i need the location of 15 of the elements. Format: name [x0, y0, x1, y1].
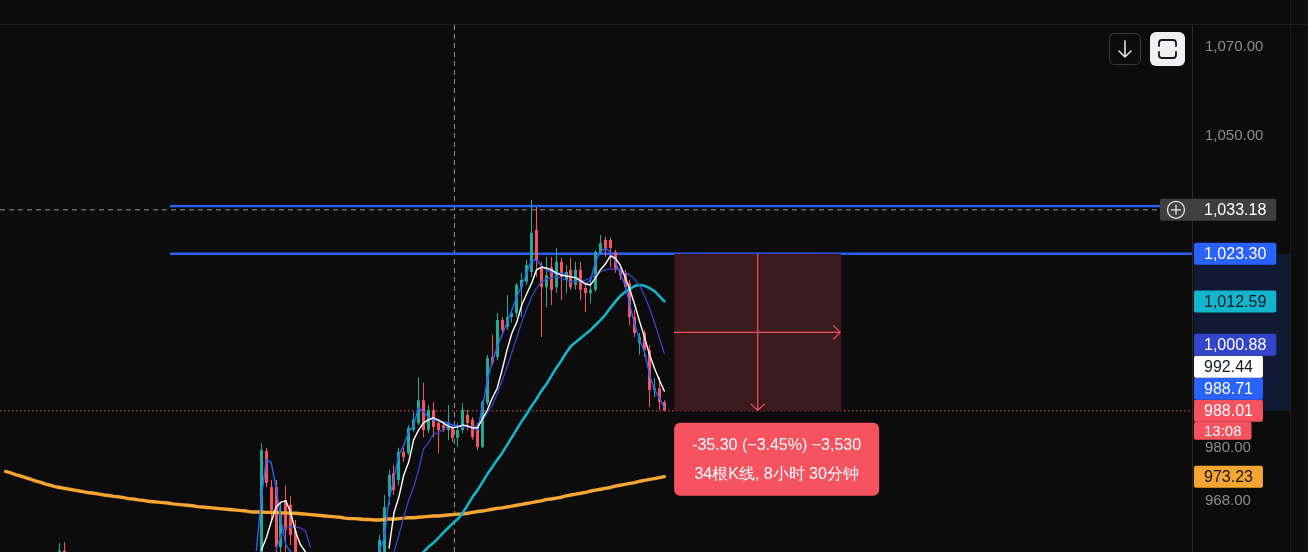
y-tick-label: 1,050.00	[1205, 126, 1264, 144]
ref-line-label: 988.01	[1204, 402, 1254, 420]
price-tag: 973.23	[1194, 465, 1263, 488]
ref-line-label: 1,033.18	[1204, 201, 1267, 219]
price-tag: 1,023.30	[1194, 242, 1277, 265]
y-tick-label: 1,070.00	[1205, 37, 1264, 55]
price-tag: 992.44	[1194, 355, 1263, 378]
price-tag: 1,000.88	[1194, 333, 1277, 356]
y-tick-label: 968.00	[1205, 491, 1251, 509]
price-tag: 988.71	[1194, 377, 1263, 400]
measure-info: -35.30 (−3.45%) −3,530 34根K线, 8小时 30分钟	[674, 422, 880, 496]
y-tick-label: 980.00	[1205, 438, 1251, 456]
ref-line-label: 1,023.30	[1204, 245, 1267, 263]
price-tag: 1,012.59	[1194, 290, 1277, 313]
price-tag: 988.01	[1194, 399, 1263, 422]
